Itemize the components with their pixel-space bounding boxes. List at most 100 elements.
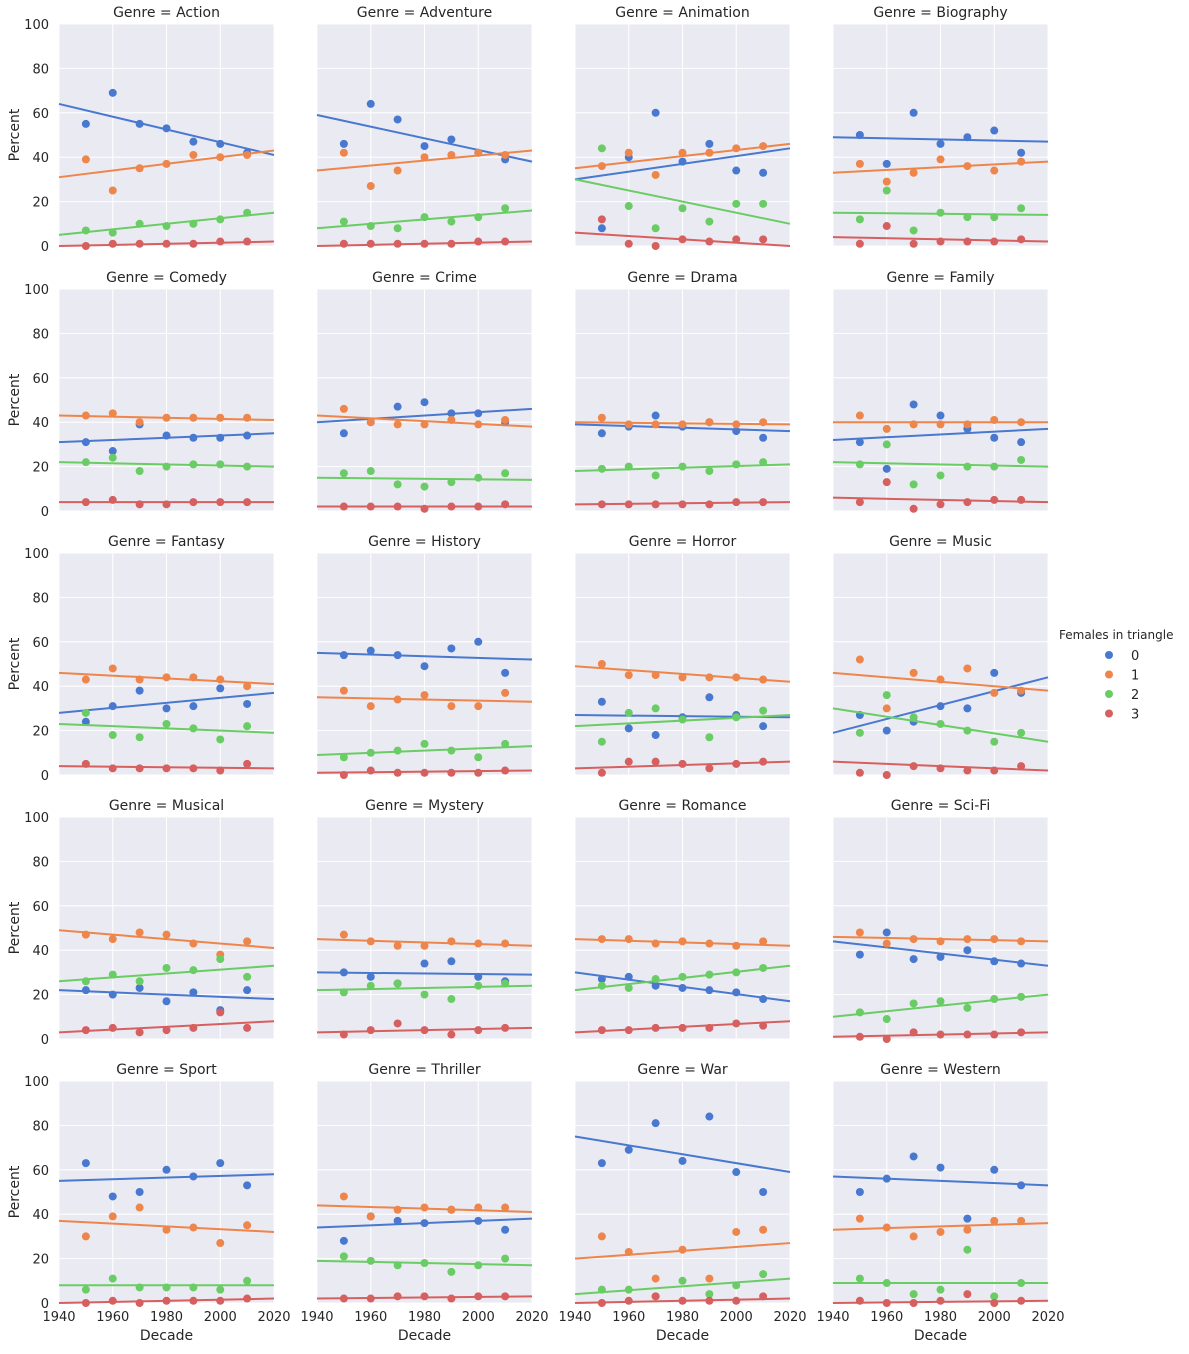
data-point-series-0[interactable] xyxy=(393,1216,402,1225)
data-point-series-2[interactable] xyxy=(366,981,375,990)
data-point-series-1[interactable] xyxy=(243,413,252,422)
data-point-series-0[interactable] xyxy=(135,686,144,695)
data-point-series-3[interactable] xyxy=(855,1032,864,1041)
data-point-series-2[interactable] xyxy=(216,460,225,469)
data-point-series-3[interactable] xyxy=(189,1296,198,1305)
data-point-series-1[interactable] xyxy=(909,1232,918,1241)
data-point-series-1[interactable] xyxy=(732,1227,741,1236)
data-point-series-0[interactable] xyxy=(135,983,144,992)
data-point-series-2[interactable] xyxy=(936,471,945,480)
data-point-series-2[interactable] xyxy=(936,997,945,1006)
data-point-series-0[interactable] xyxy=(597,1159,606,1168)
data-point-series-0[interactable] xyxy=(447,644,456,653)
data-point-series-2[interactable] xyxy=(393,979,402,988)
data-point-series-1[interactable] xyxy=(135,418,144,427)
data-point-series-2[interactable] xyxy=(243,722,252,731)
data-point-series-2[interactable] xyxy=(855,460,864,469)
data-point-series-1[interactable] xyxy=(705,1274,714,1283)
data-point-series-3[interactable] xyxy=(81,1026,90,1035)
data-point-series-0[interactable] xyxy=(597,429,606,438)
data-point-series-3[interactable] xyxy=(597,1026,606,1035)
data-point-series-3[interactable] xyxy=(135,500,144,509)
data-point-series-1[interactable] xyxy=(705,939,714,948)
data-point-series-1[interactable] xyxy=(759,937,768,946)
data-point-series-1[interactable] xyxy=(963,935,972,944)
data-point-series-3[interactable] xyxy=(759,498,768,507)
data-point-series-3[interactable] xyxy=(1017,495,1026,504)
data-point-series-1[interactable] xyxy=(366,702,375,711)
data-point-series-0[interactable] xyxy=(501,1225,510,1234)
data-point-series-0[interactable] xyxy=(597,224,606,233)
data-point-series-3[interactable] xyxy=(1017,235,1026,244)
data-point-series-3[interactable] xyxy=(1017,762,1026,771)
data-point-series-1[interactable] xyxy=(624,1247,633,1256)
data-point-series-1[interactable] xyxy=(501,150,510,159)
data-point-series-1[interactable] xyxy=(162,1225,171,1234)
data-point-series-1[interactable] xyxy=(855,655,864,664)
data-point-series-2[interactable] xyxy=(474,1261,483,1270)
data-point-series-1[interactable] xyxy=(651,420,660,429)
data-point-series-1[interactable] xyxy=(81,411,90,420)
data-point-series-0[interactable] xyxy=(732,1168,741,1177)
data-point-series-1[interactable] xyxy=(882,704,891,713)
data-point-series-3[interactable] xyxy=(501,1292,510,1301)
data-point-series-0[interactable] xyxy=(624,972,633,981)
data-point-series-0[interactable] xyxy=(393,115,402,124)
data-point-series-3[interactable] xyxy=(990,1299,999,1307)
data-point-series-1[interactable] xyxy=(501,415,510,424)
data-point-series-3[interactable] xyxy=(678,759,687,768)
data-point-series-0[interactable] xyxy=(705,693,714,702)
data-point-series-3[interactable] xyxy=(135,764,144,773)
data-point-series-1[interactable] xyxy=(732,144,741,153)
data-point-series-2[interactable] xyxy=(855,215,864,224)
data-point-series-1[interactable] xyxy=(339,686,348,695)
data-point-series-1[interactable] xyxy=(882,424,891,433)
data-point-series-2[interactable] xyxy=(108,1274,117,1283)
data-point-series-2[interactable] xyxy=(501,204,510,213)
data-point-series-1[interactable] xyxy=(189,1223,198,1232)
data-point-series-2[interactable] xyxy=(243,972,252,981)
data-point-series-2[interactable] xyxy=(339,217,348,226)
data-point-series-2[interactable] xyxy=(366,748,375,757)
data-point-series-1[interactable] xyxy=(882,939,891,948)
data-point-series-2[interactable] xyxy=(189,966,198,975)
data-point-series-3[interactable] xyxy=(81,759,90,768)
data-point-series-1[interactable] xyxy=(243,937,252,946)
data-point-series-3[interactable] xyxy=(909,239,918,248)
data-point-series-0[interactable] xyxy=(162,997,171,1006)
data-point-series-2[interactable] xyxy=(135,977,144,986)
data-point-series-1[interactable] xyxy=(420,1203,429,1212)
data-point-series-2[interactable] xyxy=(963,726,972,735)
data-point-series-1[interactable] xyxy=(759,1225,768,1234)
data-point-series-1[interactable] xyxy=(366,937,375,946)
data-point-series-3[interactable] xyxy=(81,242,90,250)
data-point-series-3[interactable] xyxy=(162,1296,171,1305)
data-point-series-0[interactable] xyxy=(339,139,348,148)
data-point-series-1[interactable] xyxy=(936,675,945,684)
data-point-series-1[interactable] xyxy=(759,142,768,151)
data-point-series-1[interactable] xyxy=(162,413,171,422)
data-point-series-2[interactable] xyxy=(990,995,999,1004)
data-point-series-3[interactable] xyxy=(855,498,864,507)
data-point-series-0[interactable] xyxy=(990,668,999,677)
data-point-series-3[interactable] xyxy=(243,237,252,246)
data-point-series-3[interactable] xyxy=(366,1294,375,1303)
data-point-series-2[interactable] xyxy=(81,1285,90,1294)
data-point-series-1[interactable] xyxy=(624,148,633,157)
data-point-series-2[interactable] xyxy=(990,462,999,471)
data-point-series-3[interactable] xyxy=(420,239,429,248)
data-point-series-1[interactable] xyxy=(855,1214,864,1223)
data-point-series-3[interactable] xyxy=(732,235,741,244)
data-point-series-0[interactable] xyxy=(108,990,117,999)
data-point-series-1[interactable] xyxy=(339,1192,348,1201)
data-point-series-1[interactable] xyxy=(882,177,891,186)
data-point-series-0[interactable] xyxy=(108,88,117,97)
data-point-series-2[interactable] xyxy=(963,1003,972,1012)
data-point-series-2[interactable] xyxy=(474,981,483,990)
data-point-series-2[interactable] xyxy=(216,955,225,964)
data-point-series-0[interactable] xyxy=(759,995,768,1004)
data-point-series-3[interactable] xyxy=(651,1292,660,1301)
data-point-series-3[interactable] xyxy=(366,502,375,511)
data-point-series-2[interactable] xyxy=(135,733,144,742)
data-point-series-1[interactable] xyxy=(81,930,90,939)
